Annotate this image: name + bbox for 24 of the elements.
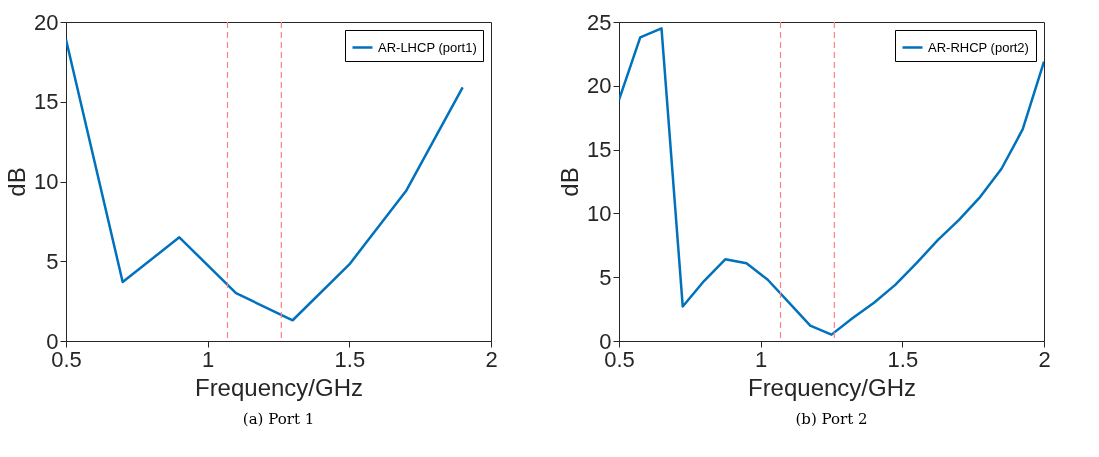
x-tick-label: 1.5 — [887, 346, 919, 372]
y-tick-label: 20 — [34, 9, 59, 35]
x-tick-label: 2 — [485, 346, 498, 372]
x-tick-label: 1 — [755, 346, 768, 372]
y-tick-label: 10 — [587, 200, 612, 226]
y-axis-title: dB — [556, 167, 584, 197]
line-series — [619, 27, 1044, 336]
x-axis-title: Frequency/GHz — [194, 373, 364, 401]
x-tick-label: 2 — [1038, 346, 1051, 372]
y-axis-title: dB — [3, 167, 31, 197]
y-tick-label: 25 — [587, 9, 612, 35]
y-tick-label: 15 — [34, 89, 59, 115]
legend-label: AR-LHCP (port1) — [378, 39, 477, 55]
y-tick-label: 10 — [34, 169, 59, 194]
x-tick-label: 1.5 — [334, 346, 366, 372]
x-tick-label: 1 — [202, 346, 215, 372]
text: (b) Port 2 — [795, 410, 868, 428]
y-tick-label: 15 — [587, 137, 612, 163]
y-tick-label: 5 — [46, 248, 59, 274]
text: (a) Port 1 — [242, 410, 315, 428]
y-tick-label: 20 — [587, 73, 612, 99]
legend-label: AR-RHCP (port2) — [928, 39, 1029, 55]
y-tick-label: 5 — [599, 264, 612, 290]
x-axis-title: Frequency/GHz — [747, 373, 917, 401]
